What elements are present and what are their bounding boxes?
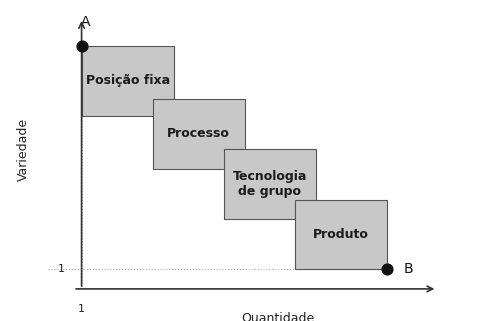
Text: Processo: Processo bbox=[167, 127, 230, 140]
Point bbox=[78, 43, 85, 48]
Text: Tecnologia
de grupo: Tecnologia de grupo bbox=[232, 170, 306, 198]
Text: B: B bbox=[403, 262, 413, 276]
Bar bbox=[82, 46, 173, 116]
Text: 1: 1 bbox=[78, 304, 85, 314]
Text: A: A bbox=[81, 15, 90, 29]
Bar bbox=[152, 99, 244, 169]
Text: 1: 1 bbox=[58, 265, 65, 274]
Text: Variedade: Variedade bbox=[16, 118, 29, 181]
Text: Produto: Produto bbox=[312, 228, 368, 241]
Bar bbox=[223, 149, 315, 219]
Point bbox=[383, 267, 390, 272]
Text: Posição fixa: Posição fixa bbox=[85, 74, 169, 87]
Text: Quantidade: Quantidade bbox=[241, 311, 314, 321]
Bar bbox=[294, 200, 386, 269]
